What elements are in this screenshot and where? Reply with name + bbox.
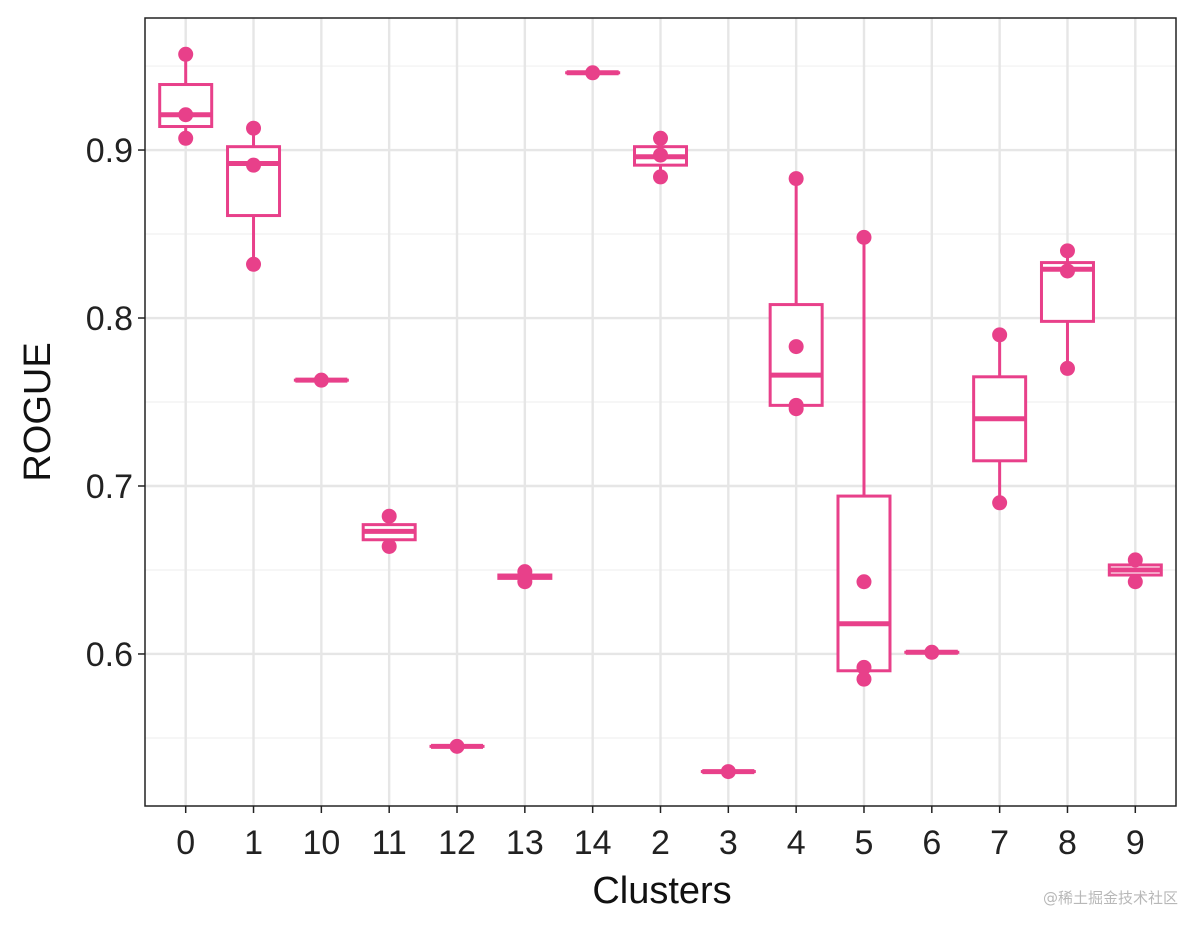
data-point bbox=[1127, 552, 1143, 568]
watermark: @稀土掘金技术社区 bbox=[1042, 889, 1178, 907]
y-tick-label: 0.8 bbox=[86, 300, 133, 338]
data-point bbox=[653, 169, 668, 185]
data-point bbox=[992, 327, 1008, 343]
data-point bbox=[788, 171, 804, 187]
data-point bbox=[992, 495, 1008, 511]
x-tick-label: 1 bbox=[244, 824, 263, 862]
data-point bbox=[653, 130, 668, 146]
x-tick-label: 8 bbox=[1058, 824, 1077, 862]
data-point bbox=[449, 738, 465, 754]
data-point bbox=[720, 764, 736, 780]
y-tick-label: 0.9 bbox=[86, 132, 133, 170]
data-point bbox=[856, 659, 872, 675]
boxes bbox=[158, 46, 1163, 780]
x-tick-label: 9 bbox=[1126, 824, 1145, 862]
data-point bbox=[856, 574, 872, 590]
data-point bbox=[313, 372, 329, 388]
data-point bbox=[856, 229, 872, 245]
data-point bbox=[1059, 360, 1075, 376]
data-point bbox=[788, 339, 804, 355]
data-point bbox=[788, 401, 804, 417]
data-point bbox=[381, 508, 397, 524]
data-point bbox=[856, 671, 872, 687]
x-tick-label: 6 bbox=[922, 824, 941, 862]
data-point bbox=[653, 147, 668, 163]
y-tick-label: 0.6 bbox=[86, 636, 133, 674]
box bbox=[158, 83, 214, 129]
x-tick-label: 10 bbox=[302, 824, 340, 862]
data-point bbox=[246, 256, 262, 272]
data-point bbox=[585, 65, 601, 81]
x-tick-label: 11 bbox=[372, 824, 407, 862]
x-axis-label: Clusters bbox=[592, 870, 731, 912]
x-tick-label: 0 bbox=[176, 824, 195, 862]
data-point bbox=[924, 644, 940, 660]
box bbox=[226, 145, 282, 218]
x-tick-label: 12 bbox=[438, 824, 476, 862]
x-tick-label: 5 bbox=[855, 824, 874, 862]
axes: 0.6 0.7 0.8 0.9 0 1 10 11 12 13 14 2 3 4 5 6 7 8 9 bbox=[86, 132, 1145, 862]
x-tick-label: 13 bbox=[506, 824, 544, 862]
data-point bbox=[178, 130, 194, 146]
x-tick-label: 7 bbox=[990, 824, 1009, 862]
box bbox=[768, 303, 824, 407]
data-point bbox=[517, 574, 533, 590]
data-point bbox=[1059, 243, 1075, 259]
data-point bbox=[178, 107, 194, 123]
x-tick-label: 2 bbox=[651, 824, 670, 862]
data-point bbox=[381, 538, 397, 554]
data-point bbox=[178, 46, 194, 62]
data-point bbox=[1127, 574, 1143, 590]
y-tick-label: 0.7 bbox=[86, 468, 133, 506]
x-tick-label: 14 bbox=[574, 824, 612, 862]
x-tick-label: 3 bbox=[719, 824, 738, 862]
data-point bbox=[246, 120, 262, 136]
data-point bbox=[246, 157, 262, 173]
y-axis-label: ROGUE bbox=[17, 342, 59, 481]
data-point bbox=[1059, 263, 1075, 279]
x-tick-label: 4 bbox=[787, 824, 806, 862]
